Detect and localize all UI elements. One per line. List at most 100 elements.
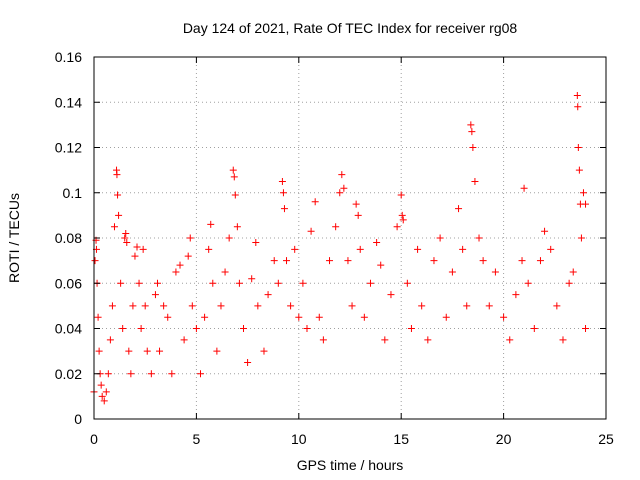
- data-point: [225, 234, 233, 242]
- data-point: [133, 243, 141, 251]
- data-point: [315, 313, 323, 321]
- data-point: [436, 234, 444, 242]
- data-point: [184, 252, 192, 260]
- data-point: [129, 302, 137, 310]
- data-point: [387, 291, 395, 299]
- data-point: [399, 216, 407, 224]
- data-point: [209, 279, 217, 287]
- x-tick-label: 5: [193, 431, 201, 447]
- data-point: [303, 325, 311, 332]
- data-point: [137, 325, 145, 332]
- data-point: [398, 211, 406, 219]
- data-point: [326, 257, 334, 265]
- data-point: [348, 302, 356, 310]
- data-point: [559, 336, 567, 344]
- data-point: [143, 347, 151, 355]
- data-point: [100, 397, 108, 405]
- data-point: [151, 291, 159, 299]
- data-point: [573, 91, 581, 99]
- data-point: [172, 268, 180, 276]
- data-point: [213, 347, 221, 355]
- data-point: [248, 275, 256, 283]
- data-point: [574, 103, 582, 111]
- y-tick-label: 0.14: [55, 94, 82, 110]
- data-point: [463, 302, 471, 310]
- y-tick-label: 0.1: [63, 185, 83, 201]
- data-point: [448, 268, 456, 276]
- data-point: [106, 336, 114, 344]
- data-point: [110, 223, 118, 231]
- data-point: [414, 245, 422, 253]
- data-point: [201, 313, 209, 321]
- data-point: [280, 205, 288, 213]
- x-tick-label: 20: [496, 431, 512, 447]
- data-point: [536, 257, 544, 265]
- data-point: [530, 325, 538, 332]
- data-point: [244, 358, 252, 366]
- data-point: [373, 239, 381, 247]
- data-point: [356, 245, 364, 253]
- data-point: [230, 173, 238, 181]
- data-point: [418, 302, 426, 310]
- x-tick-label: 25: [598, 431, 614, 447]
- data-point: [91, 257, 99, 265]
- data-point: [168, 370, 176, 378]
- y-tick-label: 0.08: [55, 230, 82, 246]
- data-point: [352, 200, 360, 208]
- data-point: [254, 302, 262, 310]
- data-point: [403, 279, 411, 287]
- data-point: [98, 392, 106, 400]
- data-point: [393, 223, 401, 231]
- data-point: [205, 245, 213, 253]
- data-point: [231, 191, 239, 199]
- data-point: [520, 184, 528, 192]
- data-point: [141, 302, 149, 310]
- chart-title: Day 124 of 2021, Rate Of TEC Index for r…: [183, 20, 518, 36]
- data-point: [287, 302, 295, 310]
- data-point: [459, 245, 467, 253]
- data-point: [579, 189, 587, 197]
- x-axis-label: GPS time / hours: [297, 457, 404, 473]
- data-point: [114, 191, 122, 199]
- data-point: [252, 239, 260, 247]
- data-point: [108, 302, 116, 310]
- data-point: [518, 257, 526, 265]
- data-point: [229, 166, 237, 174]
- grid-layer: [94, 57, 606, 419]
- y-tick-label: 0.02: [55, 366, 82, 382]
- data-point: [553, 302, 561, 310]
- data-point: [104, 370, 112, 378]
- data-point: [475, 234, 483, 242]
- data-point: [139, 245, 147, 253]
- data-point: [311, 198, 319, 206]
- data-point: [430, 257, 438, 265]
- data-point: [467, 121, 475, 129]
- data-point: [279, 189, 287, 197]
- data-point: [299, 279, 307, 287]
- data-point: [295, 313, 303, 321]
- data-point: [113, 171, 121, 179]
- data-point: [94, 313, 102, 321]
- data-point: [260, 347, 268, 355]
- data-point: [235, 279, 243, 287]
- data-point: [479, 257, 487, 265]
- axis-ticks: 0 0.02 0.04 0.06 0.08 0.1 0.12 0.14 0.16 0 5 10 15 20…: [55, 49, 614, 447]
- data-point: [485, 302, 493, 310]
- x-tick-label: 0: [90, 431, 98, 447]
- data-point: [469, 144, 477, 151]
- data-point: [196, 370, 204, 378]
- data-point: [577, 234, 585, 242]
- data-point: [524, 279, 532, 287]
- data-point: [122, 229, 130, 237]
- data-point: [119, 325, 127, 332]
- data-point: [512, 291, 520, 299]
- data-point: [233, 223, 241, 231]
- data-point: [278, 177, 286, 185]
- data-point: [97, 381, 105, 389]
- x-tick-label: 10: [291, 431, 307, 447]
- data-point: [307, 227, 315, 235]
- data-point: [340, 184, 348, 192]
- data-point: [344, 257, 352, 265]
- data-point: [207, 220, 215, 228]
